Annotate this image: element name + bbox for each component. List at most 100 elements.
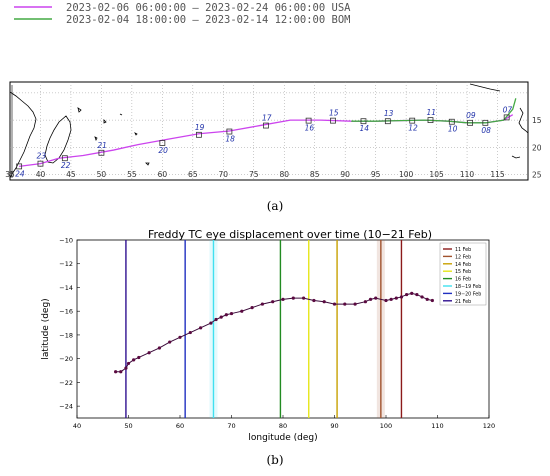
x-tick-label: 50 bbox=[124, 422, 132, 430]
panel-b-track bbox=[114, 291, 434, 374]
x-tick-label: 105 bbox=[429, 170, 444, 179]
track-point bbox=[188, 330, 192, 335]
track-point bbox=[343, 302, 347, 306]
track-point bbox=[405, 292, 409, 297]
x-tick-label: 35 bbox=[5, 170, 15, 179]
x-tick-label: 110 bbox=[431, 422, 443, 430]
track-point bbox=[312, 298, 316, 303]
day-marker bbox=[61, 155, 68, 162]
x-tick-label: 90 bbox=[340, 170, 350, 179]
day-marker bbox=[98, 149, 105, 156]
track-point bbox=[209, 321, 213, 325]
track-point bbox=[114, 370, 118, 374]
track-point bbox=[410, 291, 414, 295]
day-marker bbox=[330, 117, 336, 124]
track-point bbox=[322, 300, 326, 304]
legend-label: 11 Feb bbox=[455, 247, 471, 253]
track-point bbox=[240, 309, 244, 313]
x-tick-label: 50 bbox=[97, 170, 107, 179]
x-tick-label: 90 bbox=[330, 422, 338, 430]
track-point bbox=[229, 311, 234, 316]
day-marker bbox=[159, 140, 166, 146]
day-marker bbox=[305, 117, 312, 124]
day-marker-label: 20 bbox=[158, 146, 168, 155]
panel-a-y-tick-labels: 15 20 25 bbox=[532, 116, 542, 179]
track-point bbox=[214, 317, 218, 322]
legend-label: 2023-02-04 18:00:00 – 2023-02-14 12:00:0… bbox=[66, 14, 350, 26]
track-point bbox=[224, 313, 228, 317]
day-marker bbox=[196, 131, 202, 138]
track-point bbox=[389, 297, 393, 301]
y-tick-label: 15 bbox=[532, 116, 542, 125]
track-point bbox=[119, 370, 123, 374]
day-marker bbox=[427, 117, 434, 124]
y-tick-label: −24 bbox=[59, 403, 73, 411]
panel-b-plot-area bbox=[76, 239, 490, 419]
track-point bbox=[394, 296, 398, 300]
legend-label: 2023-02-06 06:00:00 – 2023-02-24 06:00:0… bbox=[66, 2, 351, 14]
track-point bbox=[199, 326, 203, 330]
panel-b-y-axis-label: latitude (deg) bbox=[41, 298, 51, 359]
panel-b-x-ticks: 40 50 60 70 80 90 100 110 120 bbox=[73, 415, 495, 430]
track-point bbox=[281, 297, 285, 301]
x-tick-label: 40 bbox=[73, 422, 81, 430]
day-marker-label: 19 bbox=[195, 123, 205, 132]
track-point bbox=[291, 296, 295, 300]
y-tick-label: −16 bbox=[59, 308, 73, 316]
track-point bbox=[137, 355, 141, 360]
panel-b-date-lines bbox=[125, 240, 403, 418]
x-tick-label: 95 bbox=[371, 170, 381, 179]
track-point bbox=[271, 300, 275, 304]
day-marker bbox=[263, 122, 269, 129]
panel-a-track-map: 2023-02-06 06:00:00 – 2023-02-24 06:00:0… bbox=[5, 2, 542, 181]
track-point bbox=[415, 292, 419, 297]
day-marker bbox=[467, 119, 474, 126]
x-tick-label: 55 bbox=[127, 170, 137, 179]
day-marker bbox=[384, 118, 391, 125]
legend-label: 21 Feb bbox=[455, 299, 471, 305]
x-tick-label: 80 bbox=[279, 170, 289, 179]
track-point bbox=[399, 295, 404, 299]
track-point bbox=[363, 300, 367, 304]
day-marker bbox=[37, 160, 44, 167]
legend-label: 19−20 Feb bbox=[455, 291, 481, 297]
panel-b-x-axis-label: longitude (deg) bbox=[248, 433, 317, 443]
panel-a-legend: 2023-02-06 06:00:00 – 2023-02-24 06:00:0… bbox=[14, 2, 351, 26]
x-tick-label: 70 bbox=[227, 422, 235, 430]
track-point bbox=[420, 295, 424, 299]
x-tick-label: 60 bbox=[158, 170, 168, 179]
legend-box bbox=[439, 242, 487, 306]
x-tick-label: 60 bbox=[176, 422, 184, 430]
day-marker-label: 17 bbox=[262, 114, 272, 123]
y-tick-label: −22 bbox=[59, 379, 73, 387]
legend-label: 18−19 Feb bbox=[455, 284, 481, 290]
caption-b: (b) bbox=[266, 453, 283, 467]
day-marker-label: 07 bbox=[503, 105, 513, 114]
x-tick-label: 100 bbox=[380, 422, 392, 430]
day-marker bbox=[16, 163, 23, 170]
panel-b-y-ticks: −10 −12 −14 −16 −18 −20 −22 −24 bbox=[59, 237, 80, 411]
panel-a-gridlines bbox=[10, 82, 528, 180]
day-marker bbox=[448, 118, 455, 125]
day-marker bbox=[409, 117, 416, 124]
track-point bbox=[302, 296, 306, 300]
day-marker-label: 09 bbox=[466, 111, 476, 120]
panel-a-coastlines bbox=[9, 83, 529, 179]
day-marker-label: 18 bbox=[225, 135, 235, 144]
y-tick-label: −18 bbox=[59, 331, 73, 339]
legend-label: 15 Feb bbox=[455, 269, 471, 275]
day-marker bbox=[226, 128, 233, 135]
x-tick-label: 45 bbox=[66, 170, 76, 179]
legend-label: 14 Feb bbox=[455, 262, 471, 268]
track-point bbox=[124, 366, 128, 370]
track-point bbox=[126, 361, 131, 366]
y-tick-label: −14 bbox=[59, 284, 73, 292]
day-marker-label: 15 bbox=[329, 109, 339, 118]
day-marker-label: 21 bbox=[97, 141, 107, 150]
day-marker-label: 10 bbox=[448, 125, 458, 134]
track-point bbox=[430, 298, 434, 303]
x-tick-label: 75 bbox=[249, 170, 259, 179]
day-marker-label: 12 bbox=[408, 124, 418, 133]
track-point bbox=[219, 315, 223, 319]
